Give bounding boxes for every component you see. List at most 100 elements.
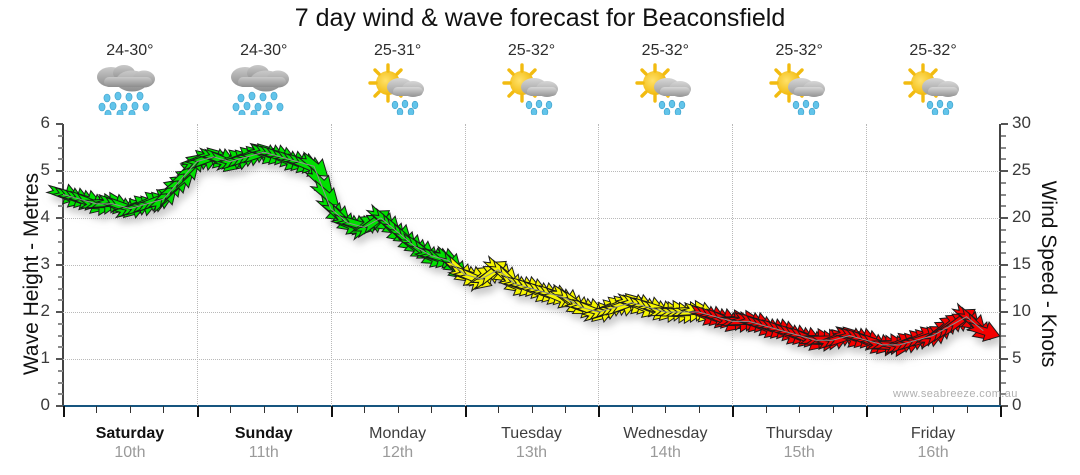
x-axis-tick [531,406,533,413]
x-axis-day-tick [866,406,869,417]
day-date: 16th [917,444,949,461]
day-column-label[interactable]: Sunday 11th [194,424,334,463]
y-axis-major-tick [1001,123,1008,125]
y-axis-minor-tick [58,381,63,384]
y-axis-major-tick [56,217,63,219]
x-axis-tick [832,406,834,413]
x-axis-tick [364,406,366,413]
watermark: www.seabreeze.com.au [893,388,1018,400]
y-axis-major-tick [56,123,63,125]
x-axis-tick [397,406,399,413]
y-axis-tick-label-left: 5 [40,160,50,179]
y-axis-minor-tick [1001,228,1006,231]
x-axis-tick [96,406,98,413]
y-axis-major-tick [1001,264,1008,266]
day-name: Saturday [95,425,165,442]
x-axis-tick [297,406,299,413]
y-axis-tick-label-right: 15 [1012,254,1031,273]
x-axis-tick [631,406,633,413]
day-column-label[interactable]: Wednesday 14th [595,424,735,463]
gridline-horizontal [63,359,1000,360]
x-axis-tick [665,406,667,413]
rain-heavy-icon [91,63,169,115]
page-title: 7 day wind & wave forecast for Beaconsfi… [294,4,786,32]
temperature-range-label: 25-32° [507,42,556,59]
y-axis-tick-label-left: 4 [40,207,50,226]
day-name: Wednesday [623,425,708,442]
temperature-range-label: 25-32° [641,42,689,59]
y-axis-minor-tick [58,393,63,396]
y-axis-minor-tick [1001,205,1006,208]
x-axis-tick [564,406,566,413]
x-axis-tick [230,406,232,413]
y-axis-major-tick [56,264,63,266]
y-axis-minor-tick [1001,287,1006,290]
y-axis-minor-tick [58,240,63,243]
gridline-day-boundary [866,124,868,406]
sun-cloud-rain-icon [760,63,838,115]
sun-cloud-rain-icon [493,63,571,115]
y-axis-minor-tick [1001,181,1006,184]
day-column-label[interactable]: Thursday 15th [729,424,869,463]
day-name: Sunday [234,425,293,442]
y-axis-minor-tick [58,287,63,290]
y-axis-minor-tick [58,252,63,255]
x-axis-tick [263,406,265,413]
gridline-horizontal [63,218,1000,219]
y-axis-tick-label-left: 0 [40,395,50,414]
temperature-range-label: 25-31° [373,42,422,59]
y-axis-tick-label-left: 3 [40,254,50,273]
day-name: Tuesday [501,425,562,442]
temperature-range-label: 24-30° [106,42,154,59]
x-axis-tick [431,406,433,413]
x-axis-tick [498,406,500,413]
y-axis-minor-tick [1001,346,1006,349]
y-axis-tick-label-right: 25 [1012,160,1031,179]
y-axis-minor-tick [58,322,63,325]
day-name: Monday [369,425,427,442]
y-axis-minor-tick [1001,193,1006,196]
day-name: Friday [910,425,956,442]
y-axis-tick-label-left: 1 [40,348,50,367]
x-axis-day-tick [63,406,65,417]
day-column-label[interactable]: Friday 16th [863,424,1003,463]
x-axis-day-tick [732,406,735,417]
x-axis-day-tick [598,406,601,417]
x-axis-tick [799,406,801,413]
day-column-label[interactable]: Saturday 10th [60,424,200,463]
y-axis-minor-tick [58,205,63,208]
y-axis-minor-tick [58,299,63,302]
x-axis-tick [765,406,767,413]
day-column-label[interactable]: Tuesday 13th [462,424,602,463]
gridline-day-boundary [196,124,198,406]
gridline-day-boundary [598,124,600,406]
y-axis-minor-tick [1001,275,1006,278]
x-axis-day-tick [464,406,467,417]
y-axis-minor-tick [58,275,63,278]
y-axis-tick-label-right: 10 [1012,301,1031,320]
y-axis-major-tick [56,311,63,313]
temperature-range-label: 24-30° [240,42,288,59]
y-axis-minor-tick [58,146,63,149]
day-date: 12th [382,444,414,461]
right-axis-spine [999,124,1001,407]
y-axis-minor-tick [1001,334,1006,337]
y-axis-minor-tick [58,369,63,372]
gridline-horizontal [63,312,1000,313]
x-axis-tick [129,406,131,413]
sun-cloud-rain-icon [359,63,437,115]
sun-cloud-rain-icon [894,63,972,115]
y-axis-minor-tick [58,158,63,161]
day-date: 11th [248,444,279,461]
y-axis-major-tick [1001,311,1008,313]
y-axis-minor-tick [1001,134,1006,137]
day-date: 10th [114,444,146,461]
y-axis-minor-tick [1001,369,1006,372]
y-axis-major-tick [56,170,63,172]
plot-area [63,124,1000,406]
y-axis-major-tick [56,405,63,407]
day-column-label[interactable]: Monday 12th [328,424,468,463]
y-axis-minor-tick [1001,146,1006,149]
y-axis-minor-tick [58,346,63,349]
y-axis-major-tick [1001,358,1008,360]
